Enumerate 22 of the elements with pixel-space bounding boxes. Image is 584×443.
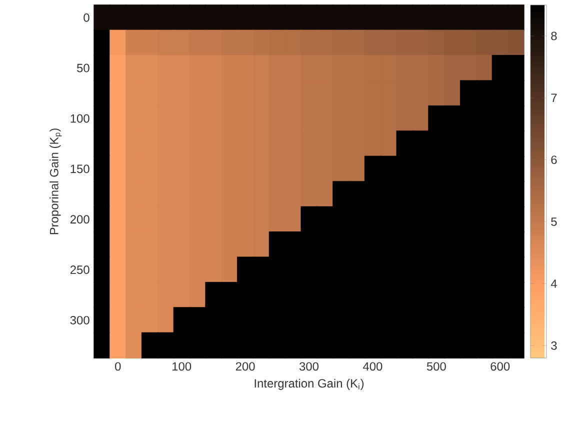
y-tick-label: 300 bbox=[70, 316, 90, 324]
x-tick-label: 400 bbox=[363, 362, 382, 371]
x-tick-label: 200 bbox=[236, 362, 255, 371]
x-tick-label: 600 bbox=[490, 362, 510, 371]
x-tick-label: 0 bbox=[115, 362, 121, 371]
color-bar-label: 5 bbox=[551, 218, 557, 226]
y-tick-label: 200 bbox=[70, 215, 90, 224]
color-bar-label: 7 bbox=[551, 94, 557, 102]
color-bar-label: 6 bbox=[551, 156, 557, 164]
y-axis-title: Proporinal Gain (K$_{p}$) bbox=[50, 128, 62, 234]
x-tick-label: 300 bbox=[299, 362, 319, 371]
color-bar-label: 8 bbox=[551, 32, 557, 40]
color-bar-label: 4 bbox=[550, 280, 557, 288]
x-axis-title: Intergration Gain (K$_{i}$) bbox=[254, 378, 364, 390]
y-tick-label: 150 bbox=[70, 164, 90, 174]
y-tick-label: 100 bbox=[70, 114, 90, 123]
y-tick-label: 250 bbox=[70, 266, 90, 274]
x-tick-label: 100 bbox=[172, 362, 192, 371]
x-tick-label: 500 bbox=[426, 362, 446, 371]
y-tick-label: 0 bbox=[84, 13, 90, 22]
y-tick-label: 50 bbox=[77, 64, 90, 72]
color-bar-label: 3 bbox=[551, 341, 557, 350]
